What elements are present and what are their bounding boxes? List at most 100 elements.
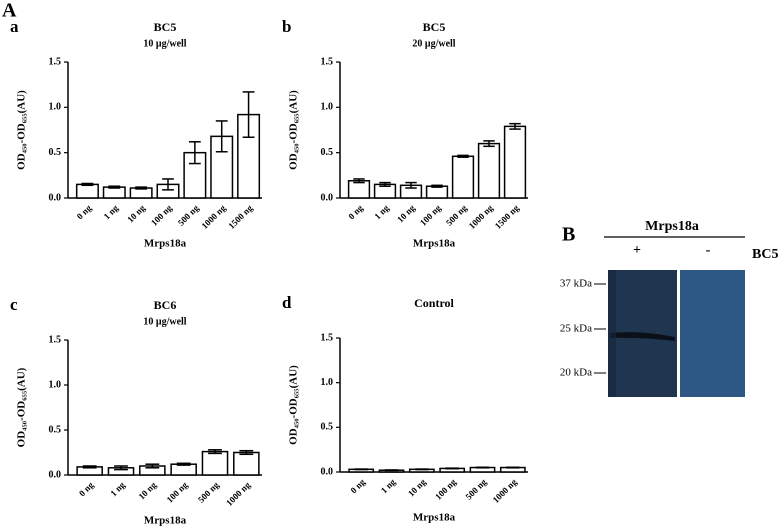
bar xyxy=(477,142,501,199)
y-tick-label: 1.0 xyxy=(49,379,62,390)
marker-label: 25 kDa xyxy=(560,323,592,335)
y-tick-label: 0.0 xyxy=(49,192,62,203)
error-bar xyxy=(457,154,469,158)
chart-title: BC5 xyxy=(154,20,177,34)
panel-label: c xyxy=(10,295,18,314)
error-bar xyxy=(239,449,254,456)
x-tick-label: 1000 ng xyxy=(491,476,519,504)
bar xyxy=(503,125,527,199)
panel-label: d xyxy=(282,293,292,312)
bar xyxy=(201,450,229,476)
x-tick-label: 500 ng xyxy=(463,476,488,501)
y-tick-label: 0.0 xyxy=(321,466,334,477)
x-tick-label: 10 ng xyxy=(136,479,158,501)
y-tick-label: 1.0 xyxy=(321,102,334,113)
error-bar xyxy=(353,178,365,184)
y-tick-label: 1.5 xyxy=(321,332,334,343)
blot-image xyxy=(608,270,745,397)
x-tick-label: 500 ng xyxy=(176,202,201,227)
error-bar xyxy=(506,466,520,469)
error-bar xyxy=(81,182,94,187)
error-bar xyxy=(483,140,495,148)
marker-label: 20 kDa xyxy=(560,367,592,379)
panel-label: B xyxy=(562,224,575,246)
error-bar xyxy=(145,463,160,469)
lane-label: - xyxy=(706,243,711,258)
blot-title: Mrps18a xyxy=(645,219,699,234)
error-bar xyxy=(415,468,429,471)
x-tick-label: 500 ng xyxy=(444,202,469,227)
y-tick-label: 0.5 xyxy=(49,147,62,158)
treatment-label: BC5 xyxy=(752,247,778,262)
x-axis-label: Mrps18a xyxy=(144,515,187,527)
x-tick-label: 1500 ng xyxy=(226,202,254,230)
x-axis-label: Mrps18a xyxy=(413,238,456,250)
y-tick-label: 0.5 xyxy=(321,147,334,158)
x-tick-label: 1 ng xyxy=(108,479,127,498)
chart-subtitle: 10 μg/well xyxy=(143,316,186,327)
error-bar xyxy=(162,178,174,191)
y-tick-label: 0.0 xyxy=(321,192,334,203)
panel-label: A xyxy=(2,0,17,22)
error-bar xyxy=(509,122,521,130)
bar xyxy=(347,180,371,199)
error-bar xyxy=(176,462,191,466)
x-tick-label: 100 ng xyxy=(149,202,174,227)
x-tick-label: 100 ng xyxy=(165,479,190,504)
chart-title: Control xyxy=(414,296,454,310)
x-tick-label: 1000 ng xyxy=(224,479,252,507)
x-tick-label: 10 ng xyxy=(125,202,147,224)
chart-title: BC6 xyxy=(154,298,177,312)
bar xyxy=(75,183,99,199)
error-bar xyxy=(242,91,255,139)
panel-label: b xyxy=(282,17,291,36)
x-tick-label: 1000 ng xyxy=(467,202,495,230)
error-bar xyxy=(445,467,459,470)
x-tick-label: 0 ng xyxy=(77,479,96,498)
marker-label: 37 kDa xyxy=(560,278,592,290)
y-tick-label: 0.0 xyxy=(49,469,62,480)
error-bar xyxy=(135,186,148,190)
error-bar xyxy=(379,181,391,187)
bar xyxy=(451,155,475,199)
x-tick-label: 0 ng xyxy=(75,202,94,221)
y-tick-label: 1.5 xyxy=(49,56,62,67)
x-tick-label: 0 ng xyxy=(346,202,365,221)
error-bar xyxy=(354,468,368,471)
x-tick-label: 500 ng xyxy=(196,479,221,504)
x-tick-label: 0 ng xyxy=(348,476,367,495)
bar xyxy=(425,185,449,199)
x-tick-label: 100 ng xyxy=(418,202,443,227)
x-tick-label: 1 ng xyxy=(102,202,121,221)
error-bar xyxy=(82,465,97,469)
chart-subtitle: 10 μg/well xyxy=(143,38,186,49)
y-tick-label: 1.0 xyxy=(321,377,334,388)
error-bar xyxy=(215,120,228,153)
x-tick-label: 1 ng xyxy=(372,202,391,221)
x-axis-label: Mrps18a xyxy=(144,238,187,250)
error-bar xyxy=(188,141,201,165)
error-bar xyxy=(405,181,417,189)
x-tick-label: 1500 ng xyxy=(493,202,521,230)
error-bar xyxy=(208,449,222,455)
error-bar xyxy=(475,466,490,469)
lane-label: + xyxy=(633,243,641,258)
y-axis-label: OD₄₅₀-OD₆₅₅(AU) xyxy=(288,365,300,445)
chart-subtitle: 20 μg/well xyxy=(412,38,455,49)
error-bar xyxy=(114,465,128,471)
y-axis-label: OD₄₅₀-OD₆₅₅(AU) xyxy=(16,367,28,447)
chart-title: BC5 xyxy=(423,20,446,34)
x-axis-label: Mrps18a xyxy=(413,512,456,524)
x-tick-label: 1000 ng xyxy=(199,202,227,230)
panel-label: a xyxy=(10,17,19,36)
y-axis-label: OD₄₅₀-OD₆₅₅(AU) xyxy=(16,90,28,170)
y-tick-label: 1.5 xyxy=(49,334,62,345)
error-bar xyxy=(384,469,399,472)
x-tick-label: 100 ng xyxy=(433,476,458,501)
y-tick-label: 1.5 xyxy=(321,56,334,67)
error-bar xyxy=(431,184,443,188)
y-tick-label: 0.5 xyxy=(321,422,334,433)
error-bar xyxy=(108,185,121,189)
bar xyxy=(233,451,260,476)
